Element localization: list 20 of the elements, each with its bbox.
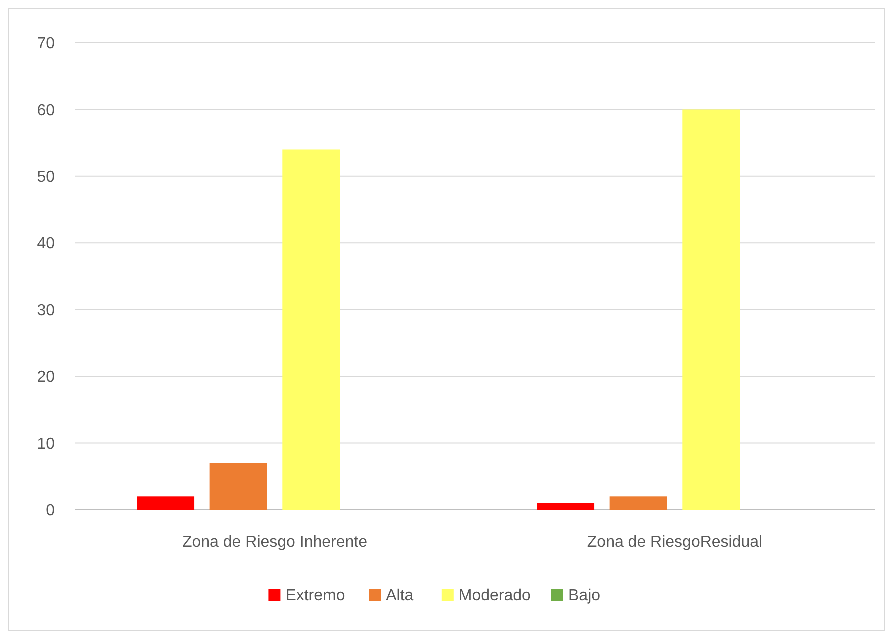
y-tick-label: 10 — [37, 436, 56, 453]
y-tick-label: 0 — [46, 502, 56, 520]
y-tick-label: 50 — [37, 169, 56, 186]
y-tick-label: 20 — [37, 369, 56, 386]
legend-label: Alta — [386, 588, 414, 605]
x-tick-label: Zona de RiesgoResidual — [587, 534, 763, 551]
legend-label: Moderado — [458, 588, 532, 605]
legend-label: Extremo — [286, 588, 346, 605]
bar — [282, 150, 340, 510]
bar — [137, 496, 195, 510]
bar — [210, 463, 268, 510]
y-tick-label: 70 — [37, 36, 56, 53]
bar — [610, 496, 668, 510]
bar — [682, 110, 740, 510]
x-tick-label: Zona de Riesgo Inherente — [182, 534, 368, 551]
legend-label: Bajo — [568, 588, 601, 605]
y-tick-label: 60 — [37, 102, 56, 120]
y-tick-label: 40 — [37, 236, 56, 253]
bar — [537, 503, 595, 510]
y-tick-label: 30 — [37, 302, 56, 320]
